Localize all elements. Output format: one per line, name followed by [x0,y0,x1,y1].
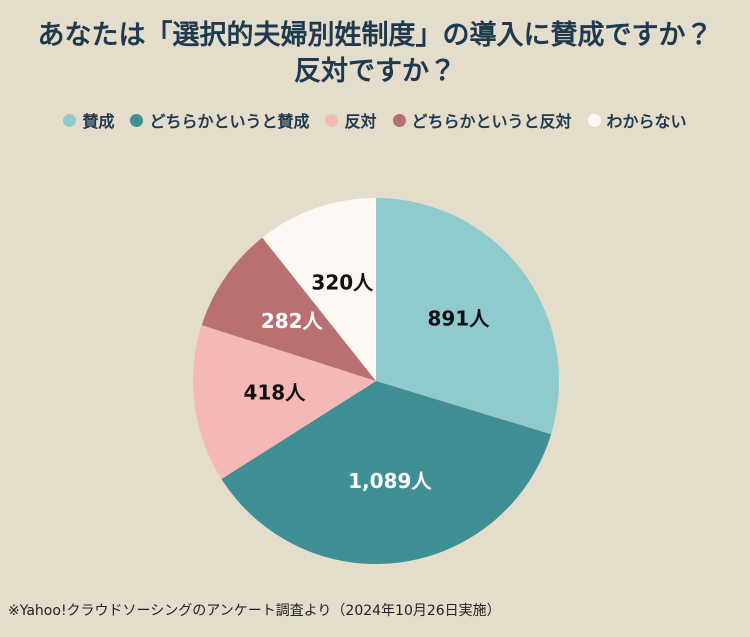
legend-swatch [130,113,144,127]
pie-slice [376,198,559,435]
legend-item: どちらかというと賛成 [130,108,309,132]
legend-item: どちらかというと反対 [392,108,572,132]
footnote: ※Yahoo!クラウドソーシングのアンケート調査より（2024年10月26日実施… [8,603,501,619]
pie-slice [221,381,552,564]
legend-label: わからない [606,112,687,131]
pie-slice [201,237,376,381]
legend: 賛成 どちらかというと賛成 反対 どちらかというと反対 わからない [60,108,690,132]
legend-swatch [392,113,406,127]
data-label: 891人 [427,306,490,330]
chart: 891人 1,089人 418人 282人 320人 [193,198,559,564]
data-label: 282人 [261,309,324,333]
pie-slice [262,198,376,381]
legend-item: 賛成 [63,108,114,132]
legend-label: 賛成 [82,112,115,131]
legend-swatch [587,113,601,127]
chart-title: あなたは「選択的夫婦別姓制度」の導入に賛成ですか？ 反対ですか？ [37,20,713,87]
legend-swatch [325,113,339,127]
legend-label: 反対 [344,112,377,131]
legend-label: どちらかというと反対 [411,112,572,131]
data-label: 418人 [243,381,306,405]
data-label: 1,089人 [348,469,432,493]
legend-label: どちらかというと賛成 [149,112,310,131]
pie-slice [193,325,376,480]
legend-item: わからない [587,108,687,132]
data-label: 320人 [311,271,374,295]
legend-item: 反対 [325,108,377,132]
legend-swatch [63,113,77,127]
